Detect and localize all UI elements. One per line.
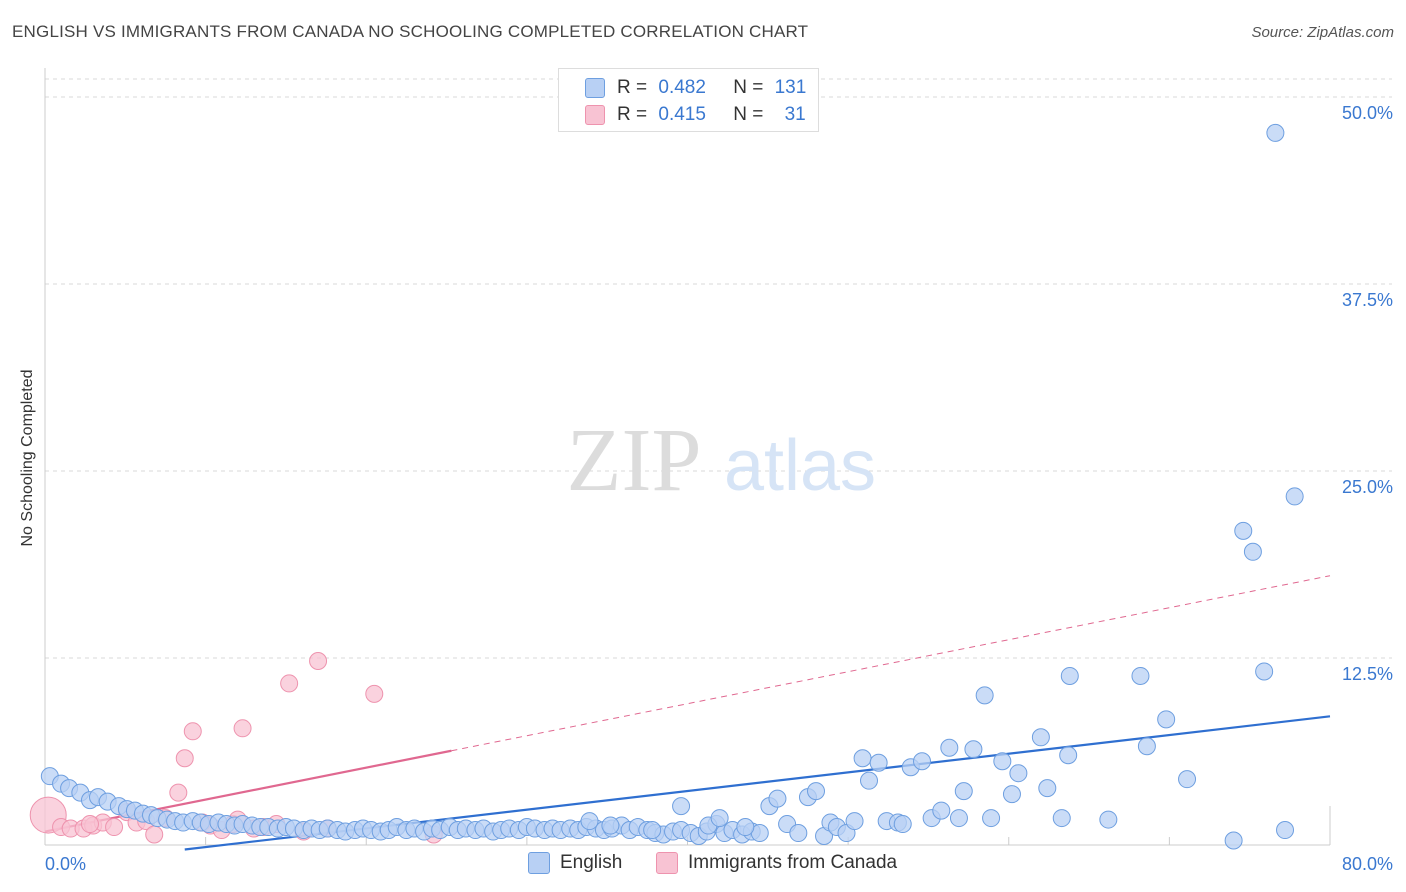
english-point — [789, 824, 808, 843]
watermark-zip: ZIP — [567, 411, 702, 510]
points-canada — [29, 651, 443, 844]
canada-point — [175, 749, 194, 768]
english-point — [982, 809, 1001, 828]
y-tick-label: 37.5% — [1342, 290, 1393, 310]
english-point — [1031, 728, 1050, 747]
english-point — [860, 771, 879, 790]
english-point — [954, 782, 973, 801]
canada-trend-line — [44, 749, 452, 833]
english-point — [949, 809, 968, 828]
points-english — [40, 123, 1304, 850]
english-point — [580, 812, 599, 831]
source-label: Source: ZipAtlas.com — [1251, 24, 1394, 41]
english-legend-icon — [528, 852, 550, 874]
canada-n-value: 31 — [784, 104, 806, 125]
english-point — [643, 821, 662, 840]
axes — [44, 68, 1331, 846]
english-point — [932, 801, 951, 820]
english-point — [807, 782, 825, 801]
english-point — [1131, 666, 1150, 685]
english-r-value: 0.482 — [658, 77, 706, 98]
english-point — [1178, 770, 1197, 789]
y-tick-label: 25.0% — [1342, 477, 1393, 497]
english-point — [893, 815, 912, 834]
canada-point — [365, 684, 384, 703]
english-point — [964, 740, 983, 759]
english-point — [1060, 666, 1079, 685]
english-point — [601, 816, 620, 835]
legend-english-label: English — [560, 852, 623, 873]
canada-point — [280, 674, 299, 693]
english-n-label: N = — [733, 77, 764, 98]
english-r-label: R = — [617, 77, 648, 98]
english-point — [975, 686, 994, 705]
english-point — [1099, 810, 1118, 829]
english-point — [1137, 737, 1156, 756]
legend-row-canada: R = 0.415 N = 31 — [559, 102, 818, 126]
correlation-legend: R = 0.482 N = 131 R = 0.415 N = 31 — [558, 68, 819, 132]
grid-lines — [45, 78, 1392, 659]
english-point — [853, 749, 872, 768]
legend-item-english[interactable]: English — [528, 852, 622, 874]
canada-point — [183, 722, 202, 741]
english-point — [913, 752, 932, 771]
english-point — [993, 752, 1012, 771]
english-point — [1052, 809, 1071, 828]
english-point — [1255, 662, 1274, 681]
english-point — [672, 797, 691, 816]
english-point — [1285, 487, 1304, 506]
x-tick-label-min: 0.0% — [45, 854, 86, 874]
english-n-value: 131 — [774, 77, 807, 98]
english-point — [845, 812, 864, 831]
canada-swatch-icon — [585, 105, 605, 125]
english-point — [869, 753, 888, 772]
canada-point — [309, 651, 328, 670]
english-point — [1266, 123, 1285, 142]
english-point — [1038, 779, 1057, 798]
tick-labels: 12.5% 25.0% 37.5% 50.0% 0.0% 80.0% — [45, 103, 1393, 874]
english-point — [1002, 785, 1021, 804]
watermark: ZIP atlas — [567, 411, 877, 510]
canada-r-label: R = — [617, 104, 648, 125]
english-point — [1276, 821, 1295, 840]
canada-n-label: N = — [733, 104, 764, 125]
x-tick-label-max: 80.0% — [1342, 854, 1393, 874]
y-tick-label: 12.5% — [1342, 664, 1393, 684]
english-point — [710, 809, 729, 828]
y-tick-label: 50.0% — [1342, 103, 1393, 123]
canada-point — [233, 719, 252, 738]
legend-item-canada[interactable]: Immigrants from Canada — [656, 852, 897, 874]
canada-trend-line-dashed — [451, 575, 1331, 752]
legend-canada-label: Immigrants from Canada — [688, 852, 898, 873]
canada-point — [145, 825, 164, 844]
english-point — [768, 789, 787, 808]
english-point — [1059, 746, 1078, 765]
english-point — [1157, 710, 1176, 729]
chart-title: ENGLISH VS IMMIGRANTS FROM CANADA NO SCH… — [12, 22, 809, 41]
canada-legend-icon — [656, 852, 678, 874]
english-point — [1009, 764, 1028, 783]
canada-point — [169, 783, 188, 802]
english-point — [1234, 521, 1253, 540]
watermark-atlas: atlas — [724, 426, 876, 506]
english-point — [940, 738, 959, 757]
english-point — [736, 818, 755, 837]
canada-point — [80, 815, 99, 834]
english-point — [1224, 831, 1243, 850]
english-point — [1243, 542, 1262, 561]
canada-r-value: 0.415 — [658, 104, 706, 125]
english-swatch-icon — [585, 78, 605, 98]
canada-point — [105, 818, 124, 837]
legend-row-english: R = 0.482 N = 131 — [559, 75, 818, 99]
